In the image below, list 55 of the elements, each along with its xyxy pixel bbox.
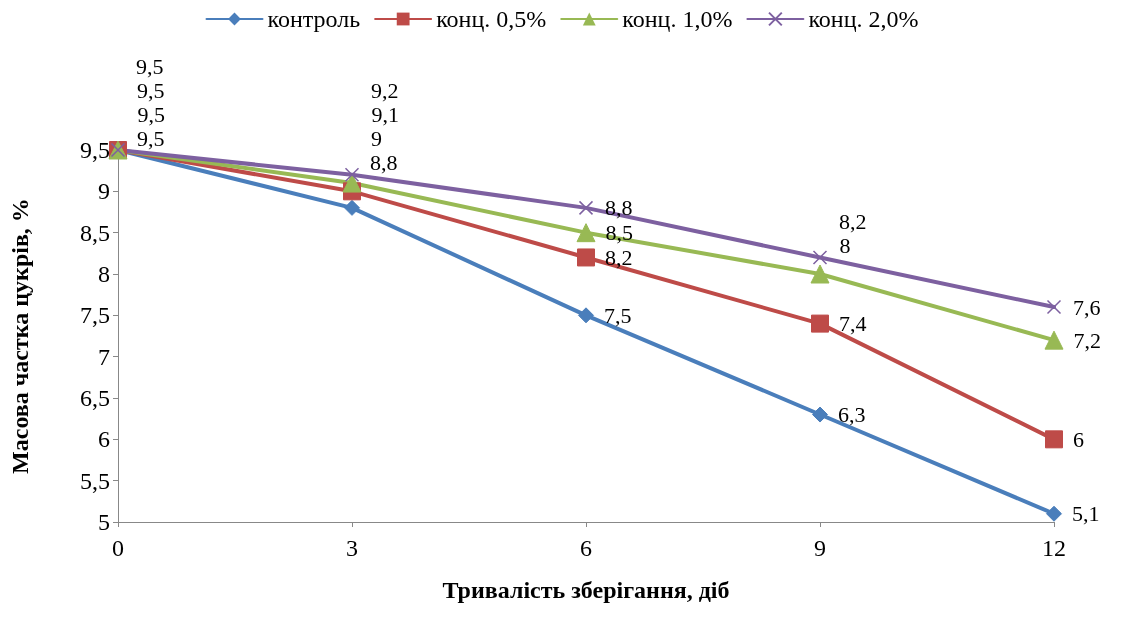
point: [342, 173, 362, 193]
data-label: 8,8: [370, 150, 398, 176]
point: [1046, 505, 1062, 522]
point: [812, 406, 828, 423]
legend-label: конц. 2,0%: [808, 6, 919, 32]
y-tick-label: 6: [98, 426, 110, 453]
point: [578, 200, 594, 216]
x-tick-label: 9: [814, 535, 826, 561]
x-axis-title: Тривалість зберігання, діб: [442, 577, 730, 603]
y-tick-label: 5,5: [80, 467, 110, 494]
data-label: 9,5: [137, 125, 165, 151]
point: [810, 264, 830, 284]
point: [578, 307, 594, 324]
legend-label: конц. 0,5%: [436, 6, 547, 32]
y-tick-label: 7,5: [80, 302, 110, 329]
data-label: 8,8: [605, 195, 633, 221]
point: [1045, 430, 1063, 449]
y-axis-title: Масова частка цукрів, %: [7, 198, 33, 474]
data-label: 6,3: [838, 402, 866, 428]
data-label: 9,5: [137, 101, 165, 127]
y-tick-label: 9,5: [80, 137, 110, 163]
data-label: 7,6: [1073, 294, 1101, 320]
x-tick-label: 0: [112, 535, 124, 561]
data-label: 9,5: [137, 77, 165, 103]
point: [1044, 330, 1064, 350]
point: [577, 248, 595, 267]
y-tick-label: 6,5: [80, 385, 110, 411]
y-tick-label: 5: [98, 509, 110, 535]
data-label: 7,4: [839, 311, 867, 337]
point: [811, 314, 829, 333]
data-label: 8,2: [605, 244, 633, 270]
legend-label: конц. 1,0%: [622, 6, 733, 32]
y-tick-label: 8: [98, 261, 110, 287]
point: [1046, 299, 1062, 315]
data-label: 9,2: [371, 78, 399, 104]
y-tick-label: 7: [98, 343, 110, 370]
legend-label: контроль: [267, 6, 361, 32]
x-tick-label: 12: [1042, 535, 1066, 561]
x-tick-label: 6: [580, 535, 592, 561]
point: [576, 223, 596, 243]
point: [344, 199, 360, 216]
data-label: 7,5: [604, 302, 632, 328]
y-tick-label: 8,5: [80, 219, 110, 246]
y-tick-label: 9: [98, 178, 110, 205]
data-label: 7,2: [1073, 327, 1101, 353]
data-label: 9,5: [136, 53, 164, 79]
data-label: 8: [839, 232, 851, 258]
data-label: 8,2: [839, 208, 867, 234]
data-label: 9,1: [371, 102, 399, 128]
point: [812, 250, 828, 265]
point: [344, 167, 360, 183]
data-label: 9: [371, 126, 382, 152]
data-label: 5,1: [1072, 501, 1100, 527]
x-tick-label: 3: [346, 535, 358, 561]
data-label: 6: [1073, 426, 1084, 452]
